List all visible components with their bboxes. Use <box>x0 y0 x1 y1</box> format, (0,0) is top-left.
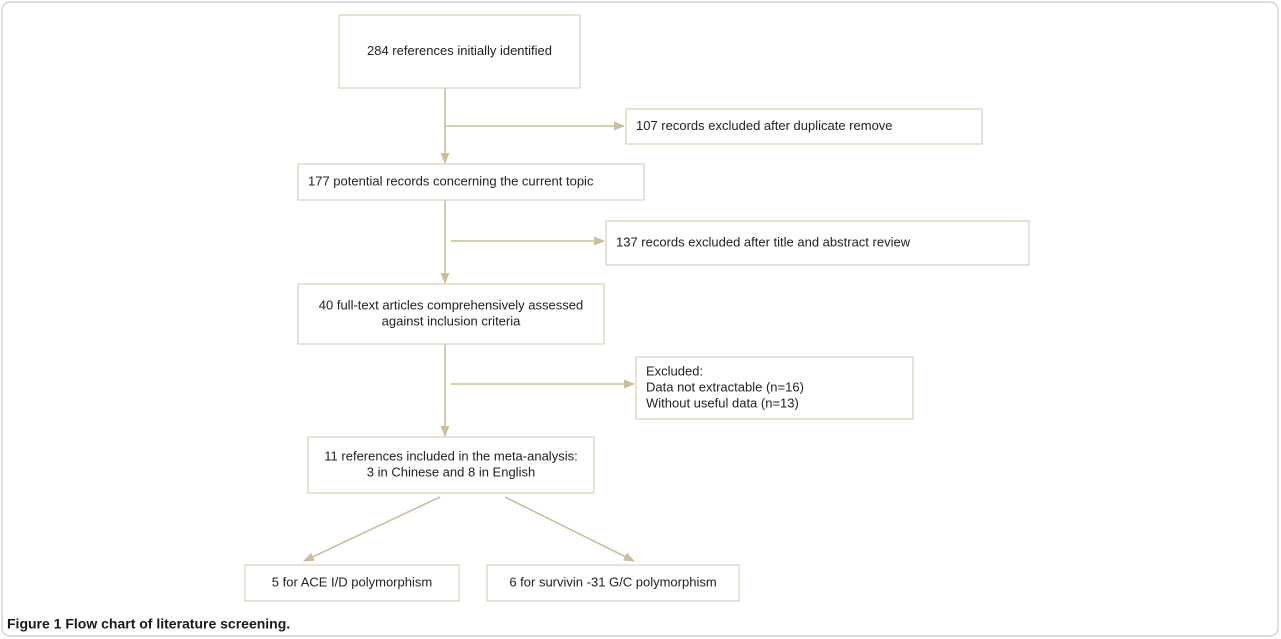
node: 284 references initially identified <box>338 14 581 89</box>
node-box <box>635 356 914 420</box>
node-label: against inclusion criteria <box>382 313 522 328</box>
node-label: Without useful data (n=13) <box>646 395 799 410</box>
node: 11 references included in the meta-analy… <box>307 436 595 494</box>
node-box <box>244 564 460 602</box>
node-label: 107 records excluded after duplicate rem… <box>636 118 893 133</box>
node-label: 284 references initially identified <box>367 43 552 58</box>
node-label: 40 full-text articles comprehensively as… <box>319 297 583 312</box>
node-label: 6 for survivin -31 G/C polymorphism <box>509 574 716 589</box>
node-label: 5 for ACE I/D polymorphism <box>272 574 432 589</box>
node: Excluded:Data not extractable (n=16)With… <box>635 356 914 420</box>
node-box <box>486 564 740 602</box>
node-box <box>605 220 1030 266</box>
node-box <box>307 436 595 494</box>
caption: Figure 1 Flow chart of literature screen… <box>7 616 290 632</box>
node: 6 for survivin -31 G/C polymorphism <box>486 564 740 602</box>
connectors <box>302 88 636 562</box>
node-label: Excluded: <box>646 363 703 378</box>
node: 107 records excluded after duplicate rem… <box>625 108 983 145</box>
node: 177 potential records concerning the cur… <box>297 163 645 201</box>
node-box <box>297 163 645 201</box>
node: 5 for ACE I/D polymorphism <box>244 564 460 602</box>
node-label: 177 potential records concerning the cur… <box>308 173 594 188</box>
node-label: 3 in Chinese and 8 in English <box>367 464 535 479</box>
node-label: 11 references included in the meta-analy… <box>324 448 577 463</box>
node-box <box>297 283 605 345</box>
node: 137 records excluded after title and abs… <box>605 220 1030 266</box>
node-label: Data not extractable (n=16) <box>646 379 804 394</box>
node-label: 137 records excluded after title and abs… <box>616 234 911 249</box>
node-box <box>338 14 581 89</box>
node-box <box>625 108 983 145</box>
node: 40 full-text articles comprehensively as… <box>297 283 605 345</box>
